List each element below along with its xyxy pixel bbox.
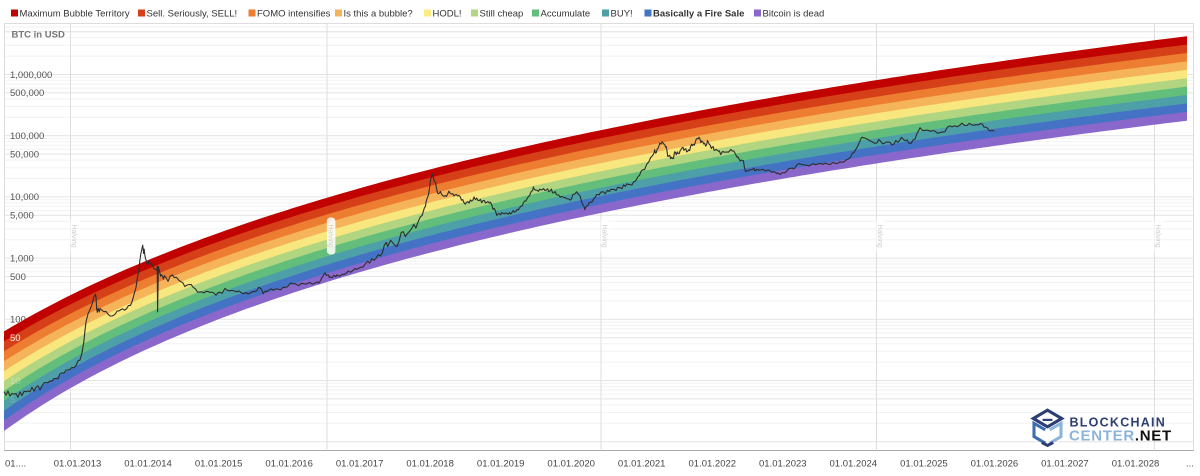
svg-text:01.01.2013: 01.01.2013 xyxy=(54,459,102,470)
svg-text:5: 5 xyxy=(10,394,15,405)
svg-text:HODL!: HODL! xyxy=(433,9,462,20)
svg-text:50,000: 50,000 xyxy=(10,149,39,160)
svg-text:Still cheap: Still cheap xyxy=(480,9,524,20)
svg-text:Accumulate: Accumulate xyxy=(541,9,591,20)
svg-text:10,000: 10,000 xyxy=(10,192,39,203)
svg-text:100,000: 100,000 xyxy=(10,131,44,142)
svg-text:FOMO intensifies: FOMO intensifies xyxy=(257,9,331,20)
svg-text:BLOCKCHAIN: BLOCKCHAIN xyxy=(1070,416,1167,430)
svg-text:Basically a Fire Sale: Basically a Fire Sale xyxy=(653,9,744,20)
svg-text:BUY!: BUY! xyxy=(611,9,633,20)
svg-text:01.01.2023: 01.01.2023 xyxy=(759,459,807,470)
svg-text:01.01.2027: 01.01.2027 xyxy=(1041,459,1089,470)
svg-text:Bitcoin is dead: Bitcoin is dead xyxy=(763,9,825,20)
svg-text:01.01.2022: 01.01.2022 xyxy=(689,459,737,470)
svg-text:Is this a bubble?: Is this a bubble? xyxy=(344,9,413,20)
svg-text:1,000: 1,000 xyxy=(10,253,34,264)
svg-text:...: ... xyxy=(1186,459,1194,470)
svg-text:Halving: Halving xyxy=(876,224,883,247)
svg-text:Maximum Bubble Territory: Maximum Bubble Territory xyxy=(20,9,130,20)
svg-text:500,000: 500,000 xyxy=(10,88,44,99)
svg-text:Halving: Halving xyxy=(601,224,608,247)
svg-text:01.01.2026: 01.01.2026 xyxy=(971,459,1019,470)
svg-text:5,000: 5,000 xyxy=(10,211,34,222)
svg-text:BTC in USD: BTC in USD xyxy=(12,30,65,41)
svg-text:500: 500 xyxy=(10,272,26,283)
svg-text:100: 100 xyxy=(10,315,26,326)
svg-text:Halving: Halving xyxy=(70,224,77,247)
svg-text:50: 50 xyxy=(10,333,21,344)
svg-text:01.01.2015: 01.01.2015 xyxy=(195,459,243,470)
svg-text:Sell. Seriously, SELL!: Sell. Seriously, SELL! xyxy=(147,9,238,20)
svg-text:Halving: Halving xyxy=(327,224,334,247)
svg-text:01.01.2021: 01.01.2021 xyxy=(618,459,666,470)
svg-text:01.01.2017: 01.01.2017 xyxy=(336,459,384,470)
svg-text:01.01.2014: 01.01.2014 xyxy=(124,459,172,470)
svg-text:01.01.2024: 01.01.2024 xyxy=(830,459,878,470)
svg-text:01.01.2020: 01.01.2020 xyxy=(547,459,595,470)
svg-text:Halving: Halving xyxy=(1154,224,1161,247)
svg-text:01.01.2018: 01.01.2018 xyxy=(406,459,454,470)
svg-text:01.01.2019: 01.01.2019 xyxy=(477,459,525,470)
svg-text:01....: 01.... xyxy=(5,459,26,470)
svg-text:01.01.2016: 01.01.2016 xyxy=(265,459,313,470)
svg-text:CENTER.NET: CENTER.NET xyxy=(1069,428,1172,445)
svg-text:1,000,000: 1,000,000 xyxy=(10,70,52,81)
svg-text:10: 10 xyxy=(10,376,21,387)
svg-text:01.01.2025: 01.01.2025 xyxy=(900,459,948,470)
svg-text:01.01.2028: 01.01.2028 xyxy=(1112,459,1160,470)
